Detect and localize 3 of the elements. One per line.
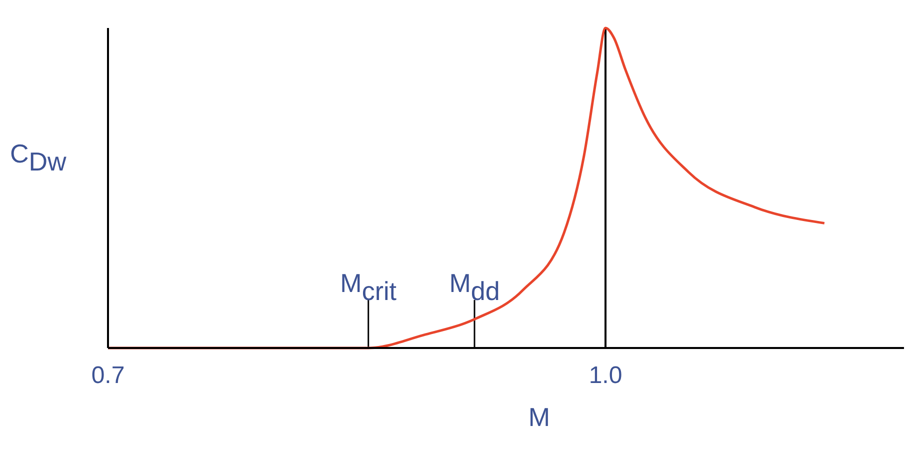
x-axis-title: M xyxy=(528,402,550,432)
x-tick-label: 0.7 xyxy=(91,362,125,390)
x-tick-label: 1.0 xyxy=(588,362,622,390)
